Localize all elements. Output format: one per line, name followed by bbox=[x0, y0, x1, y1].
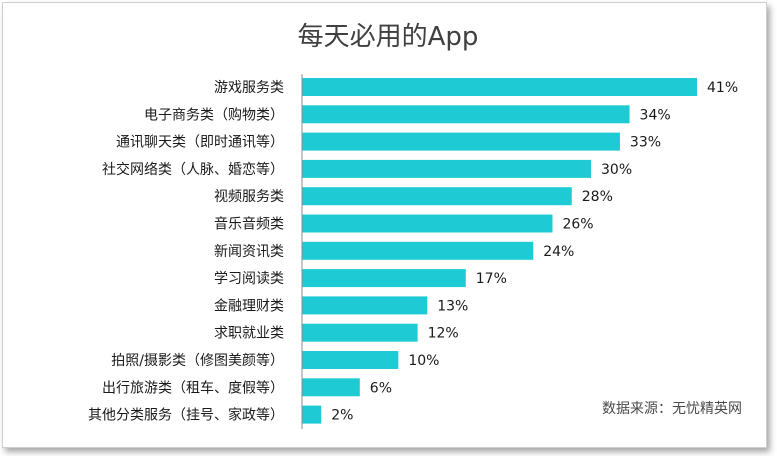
bar bbox=[302, 105, 630, 124]
bar bbox=[302, 132, 620, 151]
value-label: 34% bbox=[640, 107, 671, 123]
bar bbox=[302, 187, 572, 206]
category-label: 拍照/摄影类（修图美颜等） bbox=[111, 352, 284, 369]
category-label: 视频服务类 bbox=[214, 189, 284, 205]
category-label: 游戏服务类 bbox=[214, 80, 284, 96]
category-label: 求职就业类 bbox=[214, 326, 284, 342]
value-label: 33% bbox=[630, 135, 661, 151]
category-label: 音乐音频类 bbox=[214, 216, 284, 233]
bar bbox=[302, 323, 418, 342]
bar bbox=[302, 78, 697, 96]
bar bbox=[302, 241, 534, 260]
category-label: 出行旅游类（租车、度假等） bbox=[102, 379, 284, 396]
value-label: 30% bbox=[601, 162, 632, 178]
category-label: 金融理财类 bbox=[214, 298, 284, 314]
value-label: 12% bbox=[428, 326, 459, 342]
category-label: 其他分类服务（挂号、家政等） bbox=[88, 407, 284, 424]
value-label: 24% bbox=[543, 244, 574, 260]
value-label: 2% bbox=[331, 408, 353, 424]
source-note: 数据来源：无忧精英网 bbox=[602, 400, 742, 417]
value-label: 13% bbox=[437, 298, 468, 314]
category-label: 新闻资讯类 bbox=[214, 244, 284, 260]
value-label: 28% bbox=[582, 189, 613, 205]
bar bbox=[302, 351, 399, 369]
category-label: 学习阅读类 bbox=[214, 270, 284, 287]
bars-layer: 游戏服务类 41% 电子商务类（购物类） 34% 通讯聊天类（即时通讯等） 33% 社交网络… bbox=[88, 78, 738, 424]
value-label: 17% bbox=[476, 271, 507, 287]
bar bbox=[302, 405, 322, 424]
value-label: 10% bbox=[408, 353, 439, 369]
bar bbox=[302, 214, 553, 233]
category-label: 通讯聊天类（即时通讯等） bbox=[116, 134, 284, 151]
category-label: 社交网络类（人脉、婚恋等） bbox=[102, 161, 284, 178]
bar bbox=[302, 296, 428, 315]
value-label: 26% bbox=[562, 217, 593, 233]
category-label: 电子商务类（购物类） bbox=[144, 107, 284, 123]
value-label: 41% bbox=[707, 80, 738, 96]
bar bbox=[302, 159, 592, 178]
chart-title: 每天必用的App bbox=[298, 22, 479, 52]
bar bbox=[302, 378, 360, 397]
bar bbox=[302, 269, 466, 288]
value-label: 6% bbox=[370, 380, 392, 396]
